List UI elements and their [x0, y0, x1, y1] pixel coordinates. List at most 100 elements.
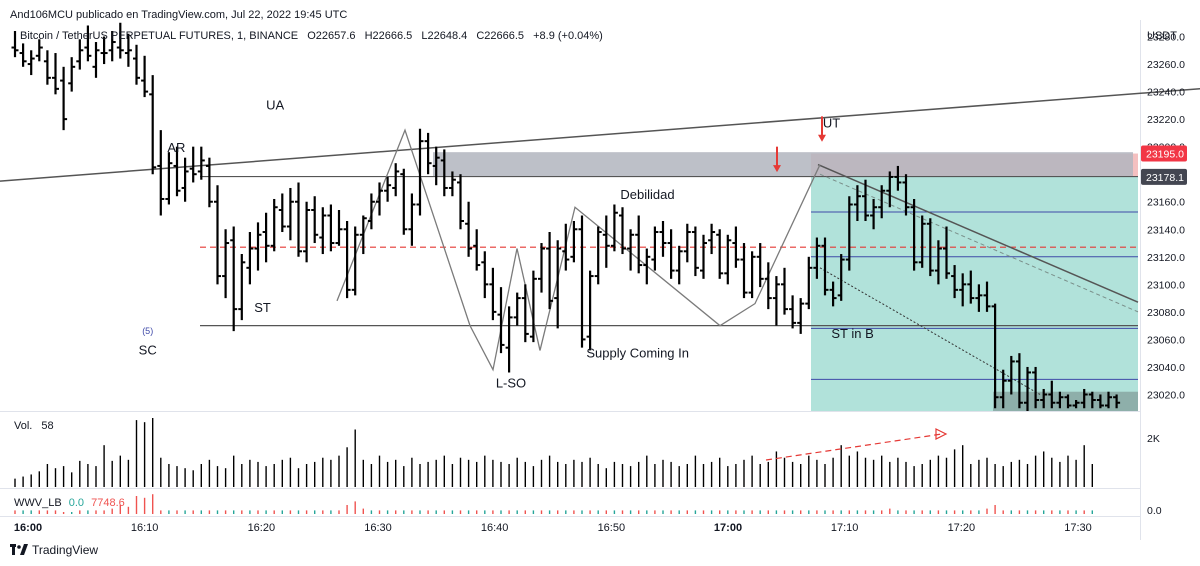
ohlc-bar: [659, 221, 667, 257]
ohlc-bar: [902, 174, 910, 216]
time-tick-label: 16:00: [14, 522, 42, 534]
ohlc-bar: [1072, 399, 1080, 409]
price-tick-label: 23040.0: [1147, 362, 1185, 374]
volume-label: Vol.: [14, 420, 33, 432]
ohlc-bar: [538, 243, 545, 293]
ohlc-bar: [35, 39, 43, 62]
ohlc-bar: [133, 44, 140, 85]
wwv-axis-tick: 0.0: [1147, 505, 1162, 517]
ohlc-bar: [991, 303, 999, 409]
ohlc-bar: [432, 146, 440, 186]
ohlc-bar: [813, 237, 821, 279]
ohlc-bar: [1032, 366, 1040, 409]
ohlc-bar: [124, 33, 132, 67]
footer-brand-label: TradingView: [32, 543, 99, 557]
ohlc-bar: [1024, 366, 1031, 411]
ohlc-bar: [1088, 391, 1096, 409]
price-tick-label: 23100.0: [1147, 279, 1185, 291]
wwv-legend[interactable]: WWV_LB 0.0 7748.6: [14, 497, 125, 509]
resistance-zone: [433, 152, 1133, 177]
structure-zigzag: [336, 128, 821, 372]
down-channel-dashed: [819, 173, 1139, 313]
volume-value: 58: [41, 420, 54, 432]
time-tick-label: 16:10: [131, 522, 159, 534]
trendline: [0, 87, 1200, 182]
ohlc-bar: [967, 270, 975, 304]
ohlc-bar: [513, 292, 521, 326]
ohlc-bar: [84, 25, 92, 62]
ohlc-bar: [262, 212, 270, 263]
ohlc-bar: [1040, 388, 1048, 409]
red-arrow-head: [818, 134, 826, 142]
ohlc-low: L22648.4: [421, 30, 468, 42]
ohlc-bar: [756, 243, 764, 288]
annotation-label: ST: [254, 300, 271, 315]
ohlc-bar: [781, 267, 788, 315]
symbol-name: Bitcoin / TetherUS PERPETUAL FUTURES, 1,…: [20, 30, 299, 42]
ohlc-bar: [635, 215, 643, 274]
footer-brand[interactable]: TradingView: [10, 543, 98, 557]
ohlc-bar: [60, 66, 68, 131]
ohlc-bar: [594, 226, 602, 285]
ohlc-bar: [716, 229, 724, 279]
annotation-label: UT: [823, 115, 840, 130]
price-tick-label: 23120.0: [1147, 252, 1185, 264]
ohlc-bar: [691, 226, 699, 277]
ohlc-bar: [667, 229, 675, 279]
ohlc-bar: [772, 276, 780, 326]
time-tick-label: 16:50: [598, 522, 626, 534]
price-label-value: 23195.0: [1146, 149, 1184, 161]
ohlc-bar: [392, 163, 400, 197]
ohlc-bar: [327, 204, 335, 252]
ohlc-bar: [602, 215, 610, 268]
ohlc-bar: [505, 306, 513, 373]
red-arrow-icon: [818, 116, 826, 142]
ohlc-bar: [586, 270, 594, 351]
ohlc-bar: [141, 55, 149, 98]
ohlc-bar: [489, 267, 497, 321]
ohlc-bar: [959, 273, 967, 307]
ohlc-bar: [975, 284, 983, 312]
ohlc-bar: [319, 207, 327, 255]
ohlc-bar: [764, 262, 772, 310]
ohlc-bar: [481, 251, 489, 299]
ohlc-bar: [11, 31, 19, 58]
ohlc-bar: [189, 146, 197, 183]
ohlc-bar: [951, 265, 959, 299]
red-arrow-icon: [773, 146, 781, 173]
ohlc-bar: [416, 128, 424, 216]
ohlc-bar: [108, 31, 116, 62]
annotation-label: ST in B: [831, 326, 873, 341]
ohlc-bar: [708, 223, 716, 255]
wwv-label: WWV_LB: [14, 497, 62, 509]
ohlc-bar: [651, 226, 659, 271]
annotation-label: UA: [266, 97, 284, 112]
symbol-title[interactable]: Bitcoin / TetherUS PERPETUAL FUTURES, 1,…: [20, 30, 603, 42]
ohlc-bar: [886, 171, 894, 208]
annotation-label: AR: [167, 140, 185, 155]
ohlc-bar: [27, 50, 35, 76]
down-trendline: [817, 163, 1139, 303]
currency-label: USDT: [1147, 30, 1177, 42]
ohlc-bar: [862, 179, 869, 222]
ohlc-close: C22666.5: [476, 30, 525, 42]
ohlc-bar: [1048, 380, 1056, 409]
time-tick-label: 16:20: [248, 522, 276, 534]
ohlc-bar: [837, 254, 845, 301]
ohlc-bar: [351, 226, 359, 296]
volume-legend[interactable]: Vol. 58: [14, 420, 54, 432]
ohlc-bar: [473, 229, 481, 271]
ohlc-bar: [797, 298, 805, 334]
ohlc-bar: [181, 157, 189, 202]
price-tick-label: 23140.0: [1147, 224, 1185, 236]
ohlc-bar: [683, 223, 691, 263]
ohlc-bar: [821, 237, 829, 296]
ohlc-bar: [870, 198, 878, 230]
ohlc-bar: [205, 157, 213, 208]
publisher-line: And106MCU publicado en TradingView.com, …: [10, 9, 348, 21]
ohlc-bar: [68, 57, 76, 92]
ohlc-bar: [829, 281, 837, 307]
ohlc-bar: [878, 185, 886, 219]
price-label-box: [1141, 168, 1187, 185]
ohlc-bar: [724, 234, 732, 285]
